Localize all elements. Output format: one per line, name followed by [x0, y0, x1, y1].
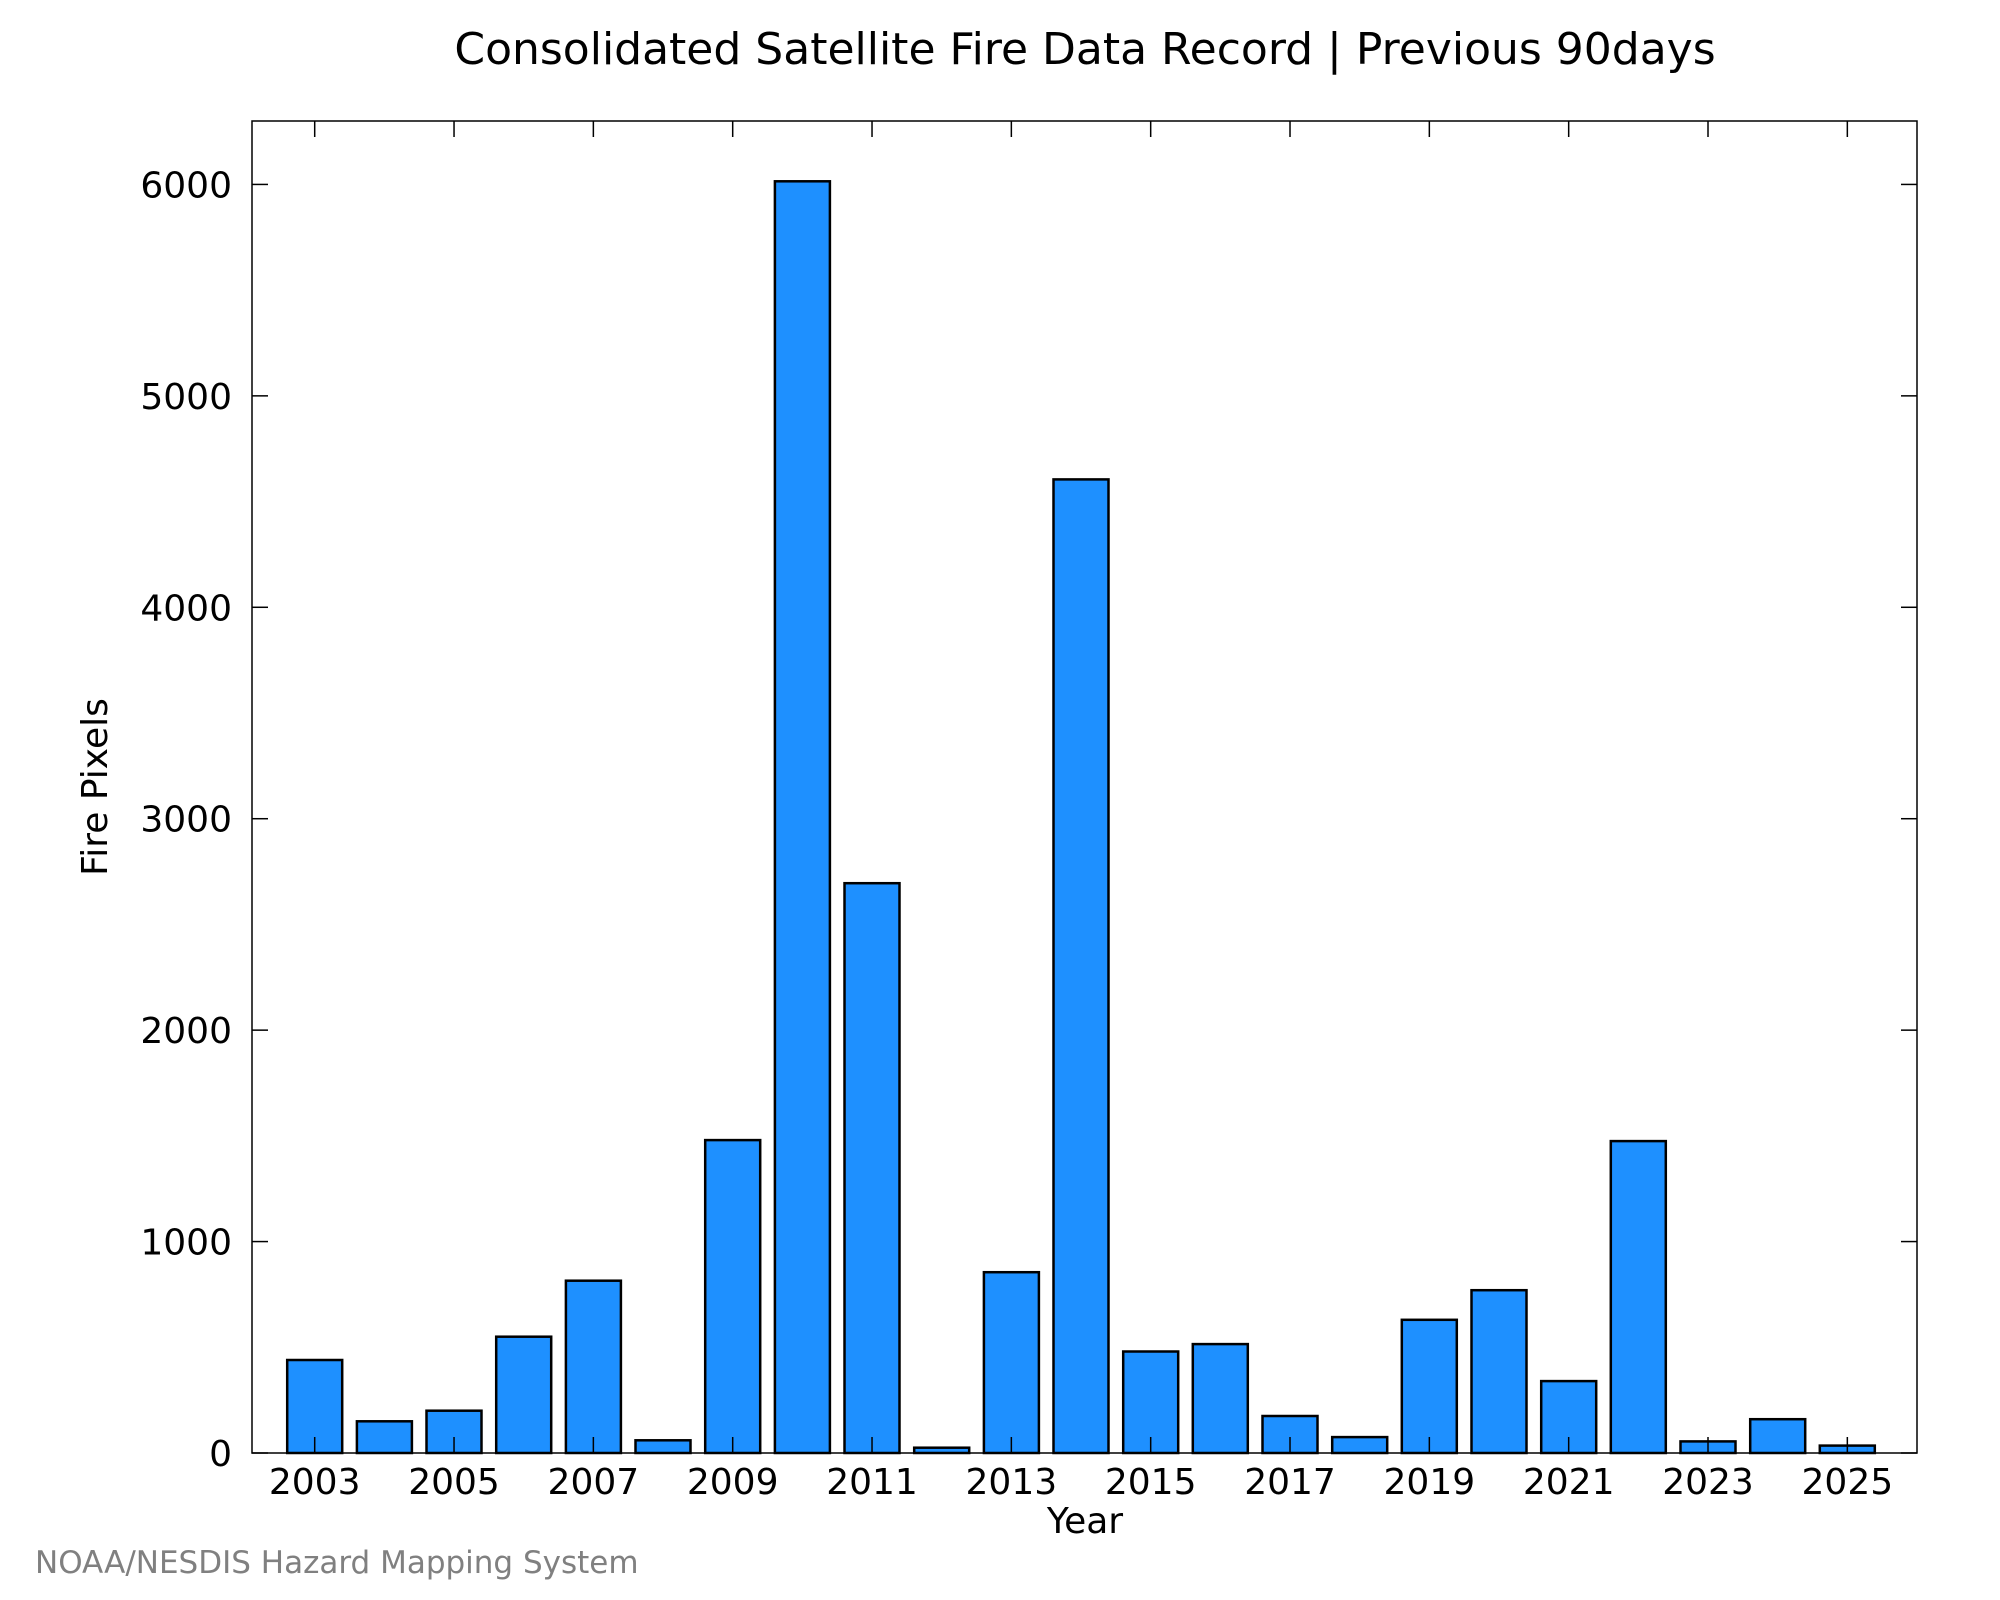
- bar-2008: [634, 1439, 692, 1455]
- y-tick-label-3000: 3000: [140, 800, 232, 841]
- chart-title: Consolidated Satellite Fire Data Record …: [454, 24, 1715, 75]
- x-tick-label-2025: 2025: [1802, 1462, 1894, 1503]
- bar-2011: [843, 881, 901, 1455]
- bar-2007: [564, 1279, 623, 1455]
- x-tick-label-2009: 2009: [687, 1462, 779, 1503]
- bar-2024: [1748, 1417, 1807, 1455]
- y-axis: 0 1000 2000 3000 4000 5000 6000: [140, 165, 1917, 1475]
- x-tick-label-2021: 2021: [1523, 1462, 1615, 1503]
- bar-2018: [1330, 1435, 1389, 1455]
- y-tick-label-4000: 4000: [140, 588, 232, 629]
- bar-2014: [1052, 478, 1110, 1455]
- bar-2009: [703, 1138, 762, 1455]
- bar-2013: [982, 1270, 1041, 1455]
- x-tick-label-2019: 2019: [1384, 1462, 1476, 1503]
- x-tick-label-2013: 2013: [966, 1462, 1058, 1503]
- bar-2010: [773, 180, 832, 1455]
- bar-2020: [1470, 1288, 1528, 1455]
- y-tick-label-6000: 6000: [140, 165, 232, 206]
- x-axis-label: Year: [1046, 1501, 1123, 1542]
- credit-text: NOAA/NESDIS Hazard Mapping System: [35, 1545, 639, 1581]
- x-tick-label-2015: 2015: [1105, 1462, 1197, 1503]
- bar-2006: [494, 1335, 553, 1455]
- y-axis-label: Fire Pixels: [75, 698, 116, 876]
- bar-2019: [1400, 1318, 1459, 1455]
- x-axis: 2003 2005 2007 2009 2011 2013 2015 2017 2019 2021…: [269, 121, 1893, 1503]
- bars-group: [285, 180, 1877, 1455]
- x-tick-label-2005: 2005: [408, 1462, 500, 1503]
- y-tick-label-5000: 5000: [140, 377, 232, 418]
- x-tick-label-2011: 2011: [826, 1462, 918, 1503]
- y-tick-label-1000: 1000: [140, 1223, 232, 1264]
- x-tick-label-2007: 2007: [548, 1462, 640, 1503]
- bar-2004: [355, 1420, 414, 1455]
- x-tick-label-2023: 2023: [1662, 1462, 1754, 1503]
- y-tick-label-0: 0: [209, 1434, 232, 1475]
- x-tick-label-2003: 2003: [269, 1462, 361, 1503]
- bar-2012: [912, 1446, 971, 1455]
- bar-2022: [1609, 1139, 1668, 1455]
- bar-2016: [1191, 1342, 1250, 1455]
- plot-frame: [251, 120, 1918, 1454]
- x-tick-label-2017: 2017: [1244, 1462, 1336, 1503]
- y-tick-label-2000: 2000: [140, 1011, 232, 1052]
